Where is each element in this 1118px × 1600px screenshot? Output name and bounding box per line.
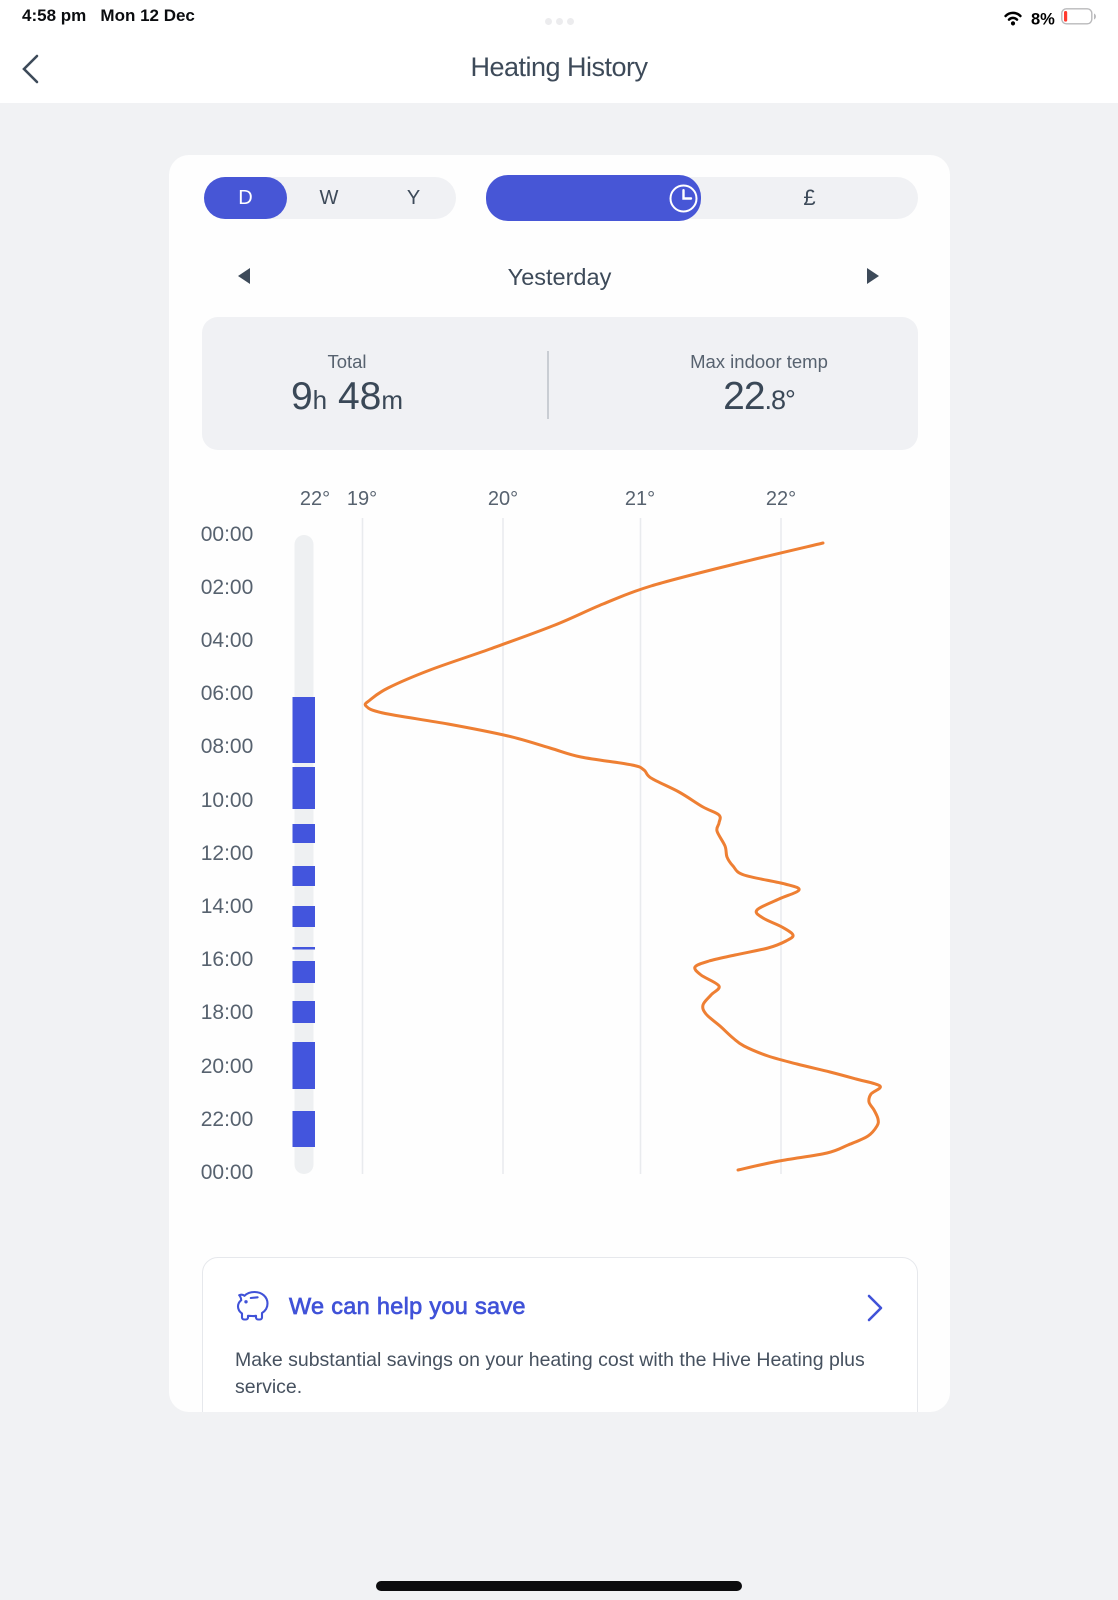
- svg-text:8%: 8%: [1031, 11, 1055, 29]
